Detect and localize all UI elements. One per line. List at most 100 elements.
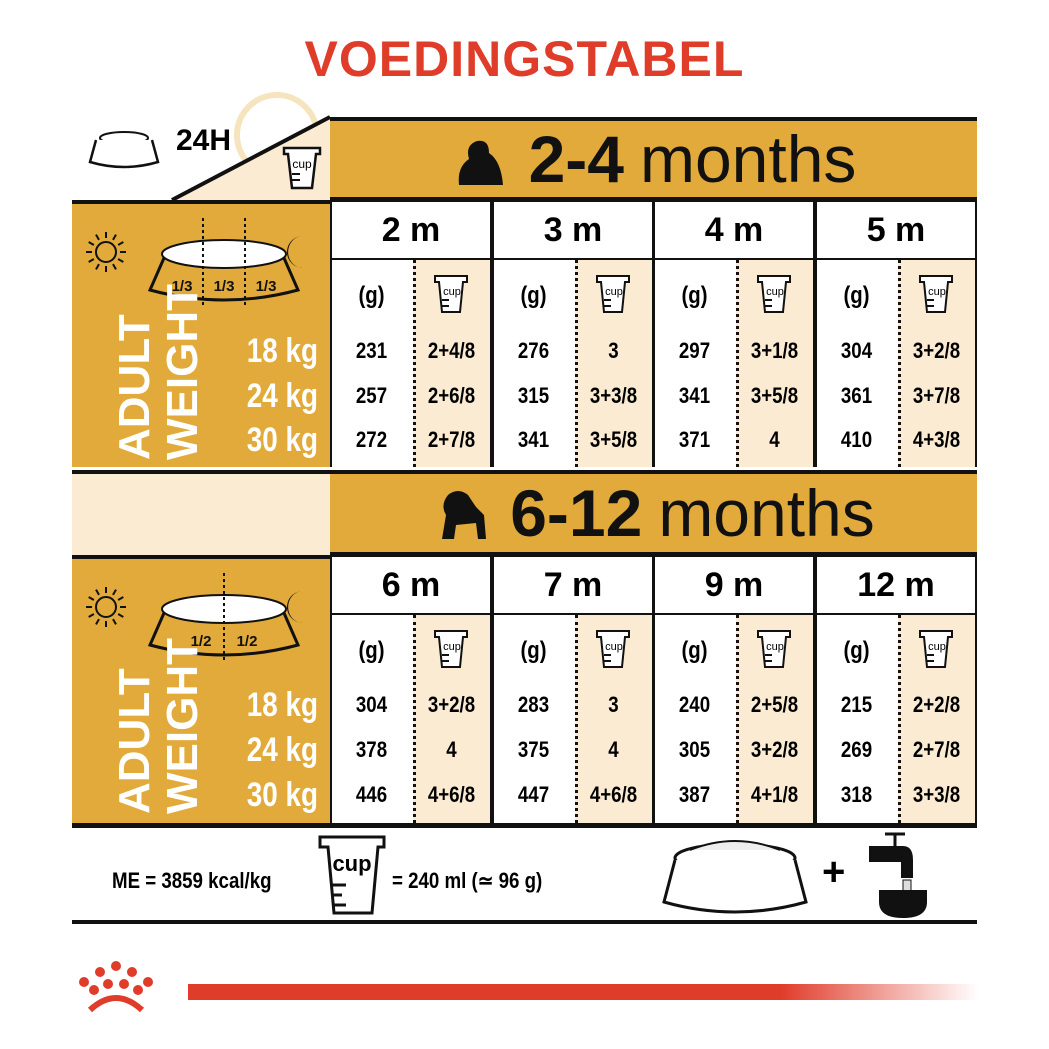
cups-value: 4	[608, 737, 619, 762]
grams-value: 361	[840, 383, 873, 408]
cups-value: 3	[608, 338, 619, 363]
grams-value: 446	[355, 782, 388, 807]
meal-fraction: 1/2	[236, 633, 258, 650]
cups-value: 4+6/8	[427, 782, 476, 807]
cups-value: 3+3/8	[912, 782, 961, 807]
grams-value: 341	[517, 427, 550, 452]
grams-value: 341	[678, 383, 711, 408]
age-range: 6-12	[510, 476, 643, 550]
age-band-header: 2-4 months	[330, 117, 977, 200]
water-tap-icon	[869, 832, 927, 922]
food-bowl-icon	[86, 573, 304, 663]
age-unit: months	[658, 476, 875, 550]
grams-value: 378	[355, 737, 388, 762]
grams-value: 269	[840, 737, 873, 762]
cups-value: 2+5/8	[750, 692, 799, 717]
weight-label: WEIGHT	[158, 638, 207, 814]
month-header: 2 m	[330, 200, 492, 260]
grams-value: 447	[517, 782, 550, 807]
meal-fraction: 1/3	[171, 278, 193, 295]
footer-border	[72, 920, 977, 924]
food-bowl-icon	[88, 131, 160, 169]
food-bowl-icon	[662, 840, 808, 914]
svg-text:cup: cup	[766, 641, 784, 653]
sun-icon	[86, 232, 126, 272]
cup-icon: cup	[595, 274, 631, 319]
grams-value: 283	[517, 692, 550, 717]
age-band-header: 6-12 months	[330, 470, 977, 555]
svg-text:cup: cup	[605, 641, 623, 653]
cups-value: 3+5/8	[589, 427, 638, 452]
cups-value: 2+6/8	[427, 383, 476, 408]
meal-split-legend	[82, 573, 322, 663]
month-header: 12 m	[815, 555, 977, 615]
cup-measure-icon: cup	[318, 835, 386, 920]
cups-value: 4+3/8	[912, 427, 961, 452]
grams-value: 304	[355, 692, 388, 717]
cups-value: 2+2/8	[912, 692, 961, 717]
grams-value: 231	[355, 338, 388, 363]
grams-unit-label: (g)	[358, 282, 385, 309]
cup-icon: cup	[433, 274, 469, 319]
grams-unit-label: (g)	[520, 637, 547, 664]
adult-label: ADULT	[110, 668, 159, 814]
grams-value: 315	[517, 383, 550, 408]
cups-value: 4	[769, 427, 780, 452]
adult-label: ADULT	[110, 314, 159, 460]
age-unit: months	[639, 122, 857, 196]
grams-value: 257	[355, 383, 388, 408]
sun-icon	[86, 587, 126, 627]
svg-text:cup: cup	[332, 851, 371, 876]
grams-value: 375	[517, 737, 550, 762]
table-bottom-border	[72, 823, 977, 828]
puppy-silhouette-icon	[442, 491, 487, 539]
age-range: 2-4	[528, 122, 624, 196]
cup-icon: cup	[918, 274, 954, 319]
moon-icon	[286, 236, 304, 269]
grams-value: 304	[840, 338, 873, 363]
brand-stripe	[188, 984, 978, 1000]
cup-equivalence: = 240 ml (≃ 96 g)	[392, 868, 543, 893]
royal-canin-crown-logo	[79, 961, 153, 1013]
grams-unit-label: (g)	[843, 282, 870, 309]
cups-value: 3+1/8	[750, 338, 799, 363]
adult-weight-value: 18 kg	[246, 686, 318, 724]
cups-value: 3+2/8	[427, 692, 476, 717]
month-header: 5 m	[815, 200, 977, 260]
adult-weight-value: 30 kg	[246, 776, 318, 814]
grams-unit-label: (g)	[358, 637, 385, 664]
cups-value: 2+7/8	[912, 737, 961, 762]
cups-value: 3	[608, 692, 619, 717]
meal-fraction: 1/3	[255, 278, 277, 295]
cups-value: 4+1/8	[750, 782, 799, 807]
cups-value: 4	[446, 737, 457, 762]
month-header: 4 m	[653, 200, 815, 260]
grams-value: 276	[517, 338, 550, 363]
meal-fraction: 1/3	[213, 278, 235, 295]
plus-sign: +	[822, 850, 846, 894]
grams-unit-label: (g)	[681, 637, 708, 664]
grams-unit-label: (g)	[843, 637, 870, 664]
svg-text:cup: cup	[443, 286, 461, 298]
svg-text:cup: cup	[443, 641, 461, 653]
cups-value: 2+4/8	[427, 338, 476, 363]
adult-weight-value: 24 kg	[246, 731, 318, 769]
grams-value: 215	[840, 692, 873, 717]
spacer-panel	[72, 470, 330, 555]
grams-value: 318	[840, 782, 873, 807]
energy-value: ME = 3859 kcal/kg	[112, 868, 272, 893]
page-title: VOEDINGSTABEL	[304, 31, 745, 87]
meal-fraction: 1/2	[190, 633, 212, 650]
cup-icon: cup	[756, 629, 792, 674]
puppy-silhouette-icon	[458, 140, 503, 185]
cup-icon: cup	[595, 629, 631, 674]
grams-value: 297	[678, 338, 711, 363]
weight-label: WEIGHT	[158, 284, 207, 460]
meal-split-legend	[82, 218, 322, 308]
cups-value: 3+2/8	[750, 737, 799, 762]
adult-weight-value: 24 kg	[246, 377, 318, 415]
month-header: 9 m	[653, 555, 815, 615]
cups-value: 4+6/8	[589, 782, 638, 807]
cups-value: 2+7/8	[427, 427, 476, 452]
cup-icon: cup	[756, 274, 792, 319]
